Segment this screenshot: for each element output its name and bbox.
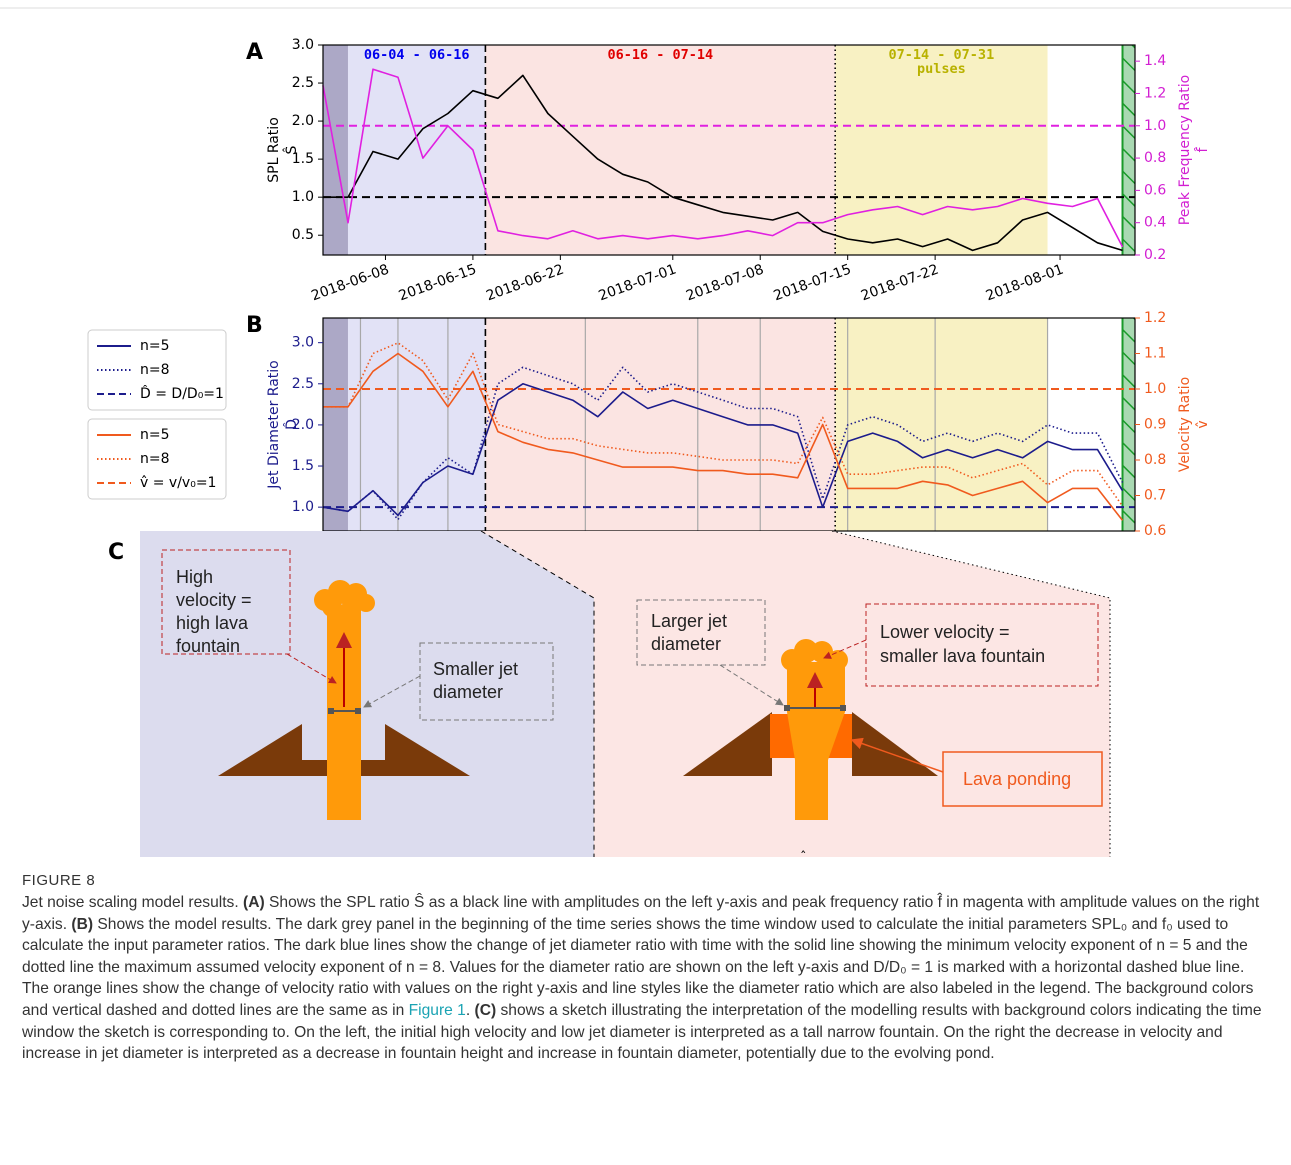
y2-tick-label: 0.6 <box>1144 182 1166 198</box>
y2-axis-label: Peak Frequency Ratio <box>1177 75 1193 225</box>
region-label: 06-16 - 07-14 <box>607 47 713 63</box>
y-axis-label: SPL Ratio <box>266 117 282 183</box>
y-tick-label: 0.5 <box>292 227 314 243</box>
y-axis-label: D̂ <box>283 419 300 430</box>
x-tick-label: 2018-07-15 <box>771 261 853 304</box>
y2-tick-label: 0.9 <box>1144 417 1166 433</box>
y-axis-label: Ŝ <box>282 145 300 154</box>
x-tick-label: 2018-08-01 <box>984 261 1066 304</box>
caption-body: Jet noise scaling model results. (A) Sho… <box>22 892 1272 1065</box>
y2-tick-label: 1.2 <box>1144 85 1166 101</box>
y-tick-label: 1.0 <box>292 189 314 205</box>
y2-tick-label: 0.8 <box>1144 150 1166 166</box>
diameter-end <box>784 705 790 711</box>
region <box>323 318 348 531</box>
legend-label: n=8 <box>140 362 170 378</box>
y-tick-label: 2.5 <box>292 376 314 392</box>
x-tick-label: 2018-07-22 <box>859 261 941 304</box>
y-tick-label: 1.0 <box>292 499 314 515</box>
y2-tick-label: 1.1 <box>1144 346 1166 362</box>
diameter-end <box>355 708 361 714</box>
x-tick-label: 2018-06-08 <box>309 261 391 304</box>
panel-label: B <box>246 313 263 338</box>
y2-tick-label: 1.0 <box>1144 118 1166 134</box>
region-hatch <box>1123 45 1135 255</box>
region <box>348 45 485 255</box>
y-tick-label: 3.0 <box>292 335 314 351</box>
y-tick-label: 2.0 <box>292 113 314 129</box>
caption-link[interactable]: Figure 1 <box>409 1002 466 1019</box>
y2-tick-label: 0.2 <box>1144 247 1166 263</box>
page: 06-04 - 06-1606-16 - 07-1407-14 - 07-31p… <box>0 0 1291 1165</box>
y2-tick-label: 0.6 <box>1144 523 1166 539</box>
region <box>835 318 1047 531</box>
x-tick-label: 2018-06-22 <box>484 261 566 304</box>
x-tick-label: 2018-07-08 <box>684 261 766 304</box>
region <box>485 45 835 255</box>
y2-axis-label: Velocity Ratio <box>1177 377 1193 472</box>
y2-axis-label: v̂ <box>1195 420 1211 428</box>
legend-label: n=8 <box>140 451 170 467</box>
caption-title: FIGURE 8 <box>22 872 95 889</box>
note-text: Lava ponding <box>963 769 1071 789</box>
legend-label: n=5 <box>140 427 170 443</box>
y-tick-label: 2.5 <box>292 75 314 91</box>
x-tick-label: 2018-07-01 <box>597 261 679 304</box>
region <box>348 318 485 531</box>
x-tick-label: 2018-06-15 <box>397 261 479 304</box>
y2-tick-label: 1.0 <box>1144 381 1166 397</box>
y2-axis-label: f̂ <box>1194 146 1211 152</box>
region-label: pulses <box>917 61 966 77</box>
y-tick-label: 1.5 <box>292 458 314 474</box>
y2-tick-label: 0.8 <box>1144 452 1166 468</box>
stray-mark: ˆ <box>800 851 807 866</box>
diameter-end <box>840 705 846 711</box>
y2-tick-label: 1.4 <box>1144 53 1166 69</box>
y-tick-label: 3.0 <box>292 37 314 53</box>
caption-panel-ref: (A) <box>243 894 265 911</box>
region <box>485 318 835 531</box>
caption-panel-ref: (B) <box>71 916 93 933</box>
chart-panel: 1.01.52.02.53.00.60.70.80.91.01.11.2Jet … <box>88 310 1211 539</box>
panel-label: A <box>246 40 263 65</box>
region-label: 06-04 - 06-16 <box>364 47 470 63</box>
y-axis-label: Jet Diameter Ratio <box>266 360 282 489</box>
y2-tick-label: 1.2 <box>1144 310 1166 326</box>
diameter-end <box>328 708 334 714</box>
region-hatch <box>1123 318 1135 531</box>
y2-tick-label: 0.7 <box>1144 488 1166 504</box>
y2-tick-label: 0.4 <box>1144 215 1166 231</box>
legend-label: n=5 <box>140 338 170 354</box>
legend-label: v̂ = v/v₀=1 <box>140 475 216 491</box>
caption-text: . <box>466 1002 475 1019</box>
caption-text: Jet noise scaling model results. <box>22 894 243 911</box>
legend-label: D̂ = D/D₀=1 <box>140 385 224 402</box>
caption-panel-ref: (C) <box>475 1002 497 1019</box>
panel-label: C <box>108 540 124 565</box>
